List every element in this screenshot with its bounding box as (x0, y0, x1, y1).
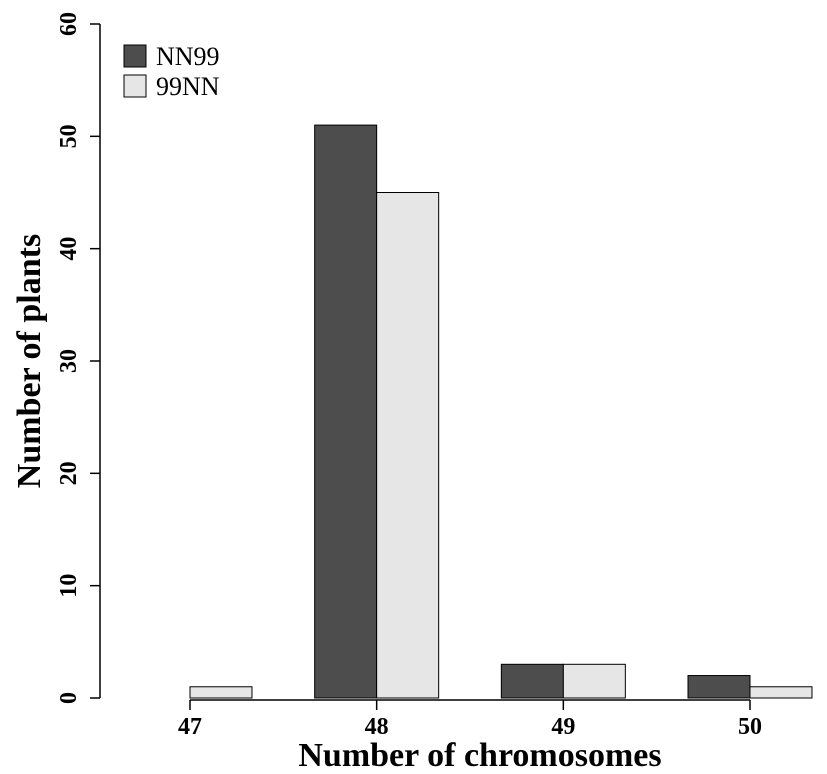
x-tick-label: 50 (738, 714, 762, 740)
bar (687, 675, 751, 699)
y-axis-title: Number of plants (11, 234, 48, 488)
y-tick-label: 40 (56, 237, 82, 261)
y-tick-label: 0 (56, 692, 82, 704)
legend-label: 99NN (156, 72, 220, 101)
legend-swatch (123, 44, 147, 68)
x-tick-label: 48 (365, 714, 389, 740)
bar (500, 663, 564, 699)
bar (314, 124, 378, 699)
bar (376, 192, 440, 699)
y-axis: 0 10 20 30 40 50 60 (56, 12, 101, 704)
x-tick-label: 49 (551, 714, 575, 740)
legend-swatch (123, 74, 147, 98)
x-axis: 47 48 49 50 (178, 699, 762, 740)
y-tick-label: 50 (56, 124, 82, 148)
y-tick-label: 60 (56, 12, 82, 36)
x-tick-label: 47 (178, 714, 202, 740)
bar (562, 663, 626, 699)
bars (189, 124, 813, 699)
legend-label: NN99 (156, 42, 220, 71)
y-tick-label: 20 (56, 461, 82, 485)
bar (189, 686, 253, 699)
bar (749, 686, 813, 699)
y-tick-label: 10 (56, 574, 82, 598)
x-axis-title: Number of chromosomes (298, 737, 661, 774)
y-tick-label: 30 (56, 349, 82, 373)
